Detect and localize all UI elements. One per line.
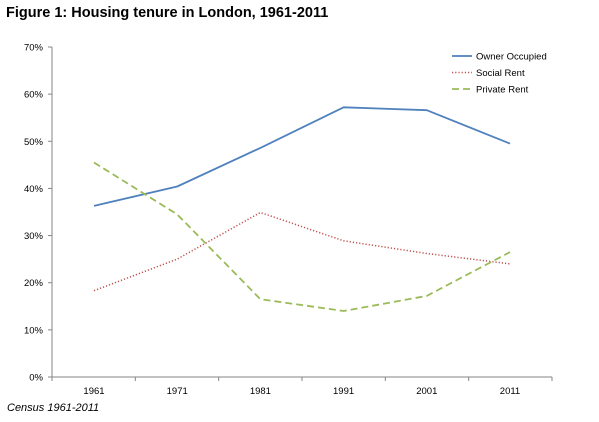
- y-tick-label: 0%: [29, 373, 43, 384]
- y-tick-label: 60%: [24, 90, 44, 101]
- x-tick-label: 2011: [500, 386, 520, 397]
- y-tick-label: 10%: [24, 325, 44, 336]
- x-tick-label: 1991: [333, 386, 354, 397]
- x-tick-label: 1961: [83, 386, 104, 397]
- figure-title: Figure 1: Housing tenure in London, 1961…: [6, 5, 329, 21]
- series-line-owner-occupied: [93, 106, 511, 207]
- x-tick-label: 1971: [167, 386, 188, 397]
- x-axis: 1961 1971 1981 1991 2001 2011: [51, 376, 553, 397]
- legend: Owner Occupied Social Rent Private Rent: [452, 52, 547, 96]
- series-line-private-rent: [93, 161, 511, 312]
- y-tick-label: 40%: [24, 184, 44, 195]
- y-tick-label: 20%: [24, 278, 44, 289]
- y-axis: 0% 10% 20% 30% 40% 50% 60% 70%: [24, 43, 53, 384]
- legend-label: Owner Occupied: [476, 52, 547, 63]
- source-note: Census 1961-2011: [7, 402, 100, 414]
- series-line-social-rent: [93, 211, 511, 292]
- x-tick-label: 2001: [416, 386, 437, 397]
- legend-label: Social Rent: [476, 68, 525, 79]
- x-tick-label: 1981: [250, 386, 271, 397]
- y-tick-label: 50%: [24, 137, 44, 148]
- y-tick-label: 70%: [24, 43, 44, 54]
- y-tick-label: 30%: [24, 231, 44, 242]
- series-lines: [93, 106, 511, 312]
- legend-label: Private Rent: [476, 85, 529, 96]
